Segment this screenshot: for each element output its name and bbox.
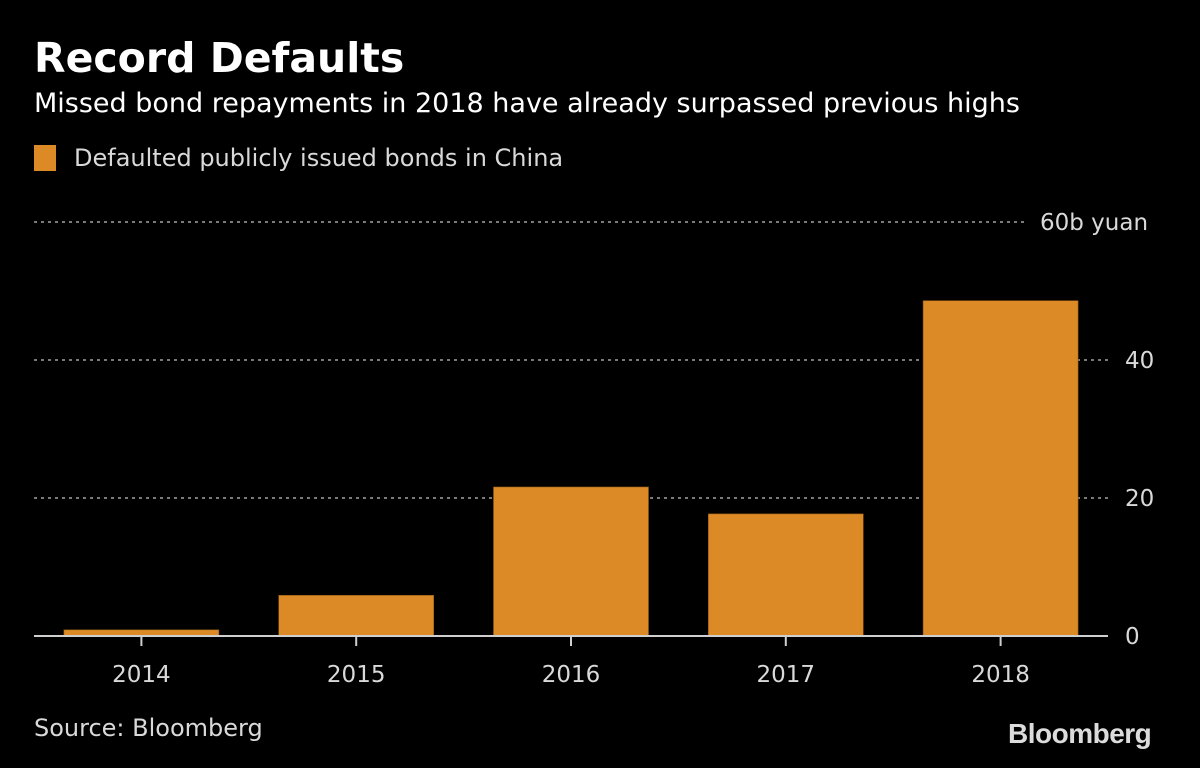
y-tick-label: 0	[1125, 624, 1140, 650]
chart-subtitle: Missed bond repayments in 2018 have alre…	[34, 88, 1020, 119]
axis-layer: 0 20 40 60b yuan 2014 2015 2016 2017 2018	[34, 210, 1154, 688]
bar-2015	[278, 594, 435, 637]
bar-2016	[493, 486, 649, 637]
y-tick-label: 20	[1125, 486, 1154, 512]
bar-2017	[707, 513, 864, 637]
x-tick-label: 2017	[757, 662, 816, 688]
source-note: Source: Bloomberg	[34, 714, 263, 742]
bar-2018	[922, 300, 1079, 637]
chart-title: Record Defaults	[34, 34, 405, 82]
legend-label: Defaulted publicly issued bonds in China	[74, 144, 564, 172]
x-tick-label: 2016	[542, 662, 601, 688]
x-tick-label: 2018	[971, 662, 1030, 688]
x-tick-label: 2014	[112, 662, 171, 688]
x-tick-label: 2015	[327, 662, 386, 688]
bloomberg-logo: Bloomberg	[1008, 718, 1152, 749]
legend-swatch	[34, 145, 56, 171]
bar-layer	[63, 300, 1079, 637]
y-tick-label: 40	[1125, 348, 1154, 374]
y-tick-label: 60b yuan	[1040, 210, 1148, 236]
legend: Defaulted publicly issued bonds in China	[34, 144, 563, 172]
